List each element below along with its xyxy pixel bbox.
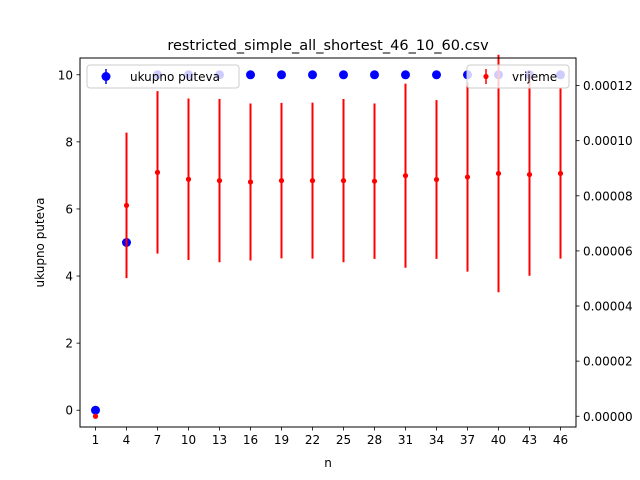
legend-right: vrijeme bbox=[466, 64, 570, 89]
y-tick-label-left: 2 bbox=[65, 337, 73, 351]
chart-title: restricted_simple_all_shortest_46_10_60.… bbox=[167, 38, 489, 54]
y-tick-label-left: 10 bbox=[58, 68, 73, 82]
series-1-point bbox=[370, 70, 379, 80]
series-2-point bbox=[526, 171, 533, 178]
legend-right-label: vrijeme bbox=[512, 70, 557, 84]
series-1-point bbox=[339, 70, 348, 80]
x-tick-label: 43 bbox=[522, 433, 537, 447]
x-tick-label: 10 bbox=[181, 433, 196, 447]
series-2-point bbox=[278, 178, 285, 184]
x-tick-label: 31 bbox=[398, 433, 413, 447]
legend-left-swatch bbox=[101, 72, 111, 81]
y-tick-label-right: 0.00010 bbox=[583, 134, 633, 148]
y-tick-label-left: 4 bbox=[65, 270, 73, 284]
legend-right-box bbox=[466, 64, 570, 89]
series-2-point bbox=[433, 176, 440, 183]
series-2-point bbox=[340, 178, 347, 184]
series-1-point bbox=[91, 405, 100, 415]
series-2-point bbox=[123, 202, 130, 209]
y-tick-label-right: 0.00002 bbox=[583, 355, 633, 369]
series-2-point bbox=[154, 169, 161, 175]
x-tick-label: 1 bbox=[92, 433, 100, 447]
x-tick-label: 34 bbox=[429, 433, 444, 447]
x-tick-label: 4 bbox=[123, 433, 131, 447]
legend-left: ukupno puteva bbox=[86, 64, 240, 89]
legend-left-label: ukupno puteva bbox=[130, 70, 220, 84]
x-tick-label: 28 bbox=[367, 433, 382, 447]
x-axis-label: n bbox=[324, 456, 332, 470]
series-1-point bbox=[277, 70, 286, 80]
x-tick-label: 16 bbox=[243, 433, 258, 447]
y-tick-label-right: 0.00000 bbox=[583, 410, 633, 424]
legends: ukupno puteva vrijeme bbox=[86, 64, 570, 89]
series-1-point bbox=[432, 70, 441, 80]
legend-right-swatch bbox=[483, 73, 489, 80]
plot-area bbox=[80, 58, 576, 427]
series-1-point bbox=[308, 70, 317, 80]
chart-axes: 1 4 7 10 13 16 19 22 25 28 31 34 37 40 43 4602468100.00… bbox=[58, 57, 633, 447]
x-tick-label: 7 bbox=[154, 433, 162, 447]
x-tick-label: 46 bbox=[553, 433, 568, 447]
y-tick-label-left: 0 bbox=[65, 404, 73, 418]
series-2-point bbox=[216, 178, 223, 184]
x-tick-label: 25 bbox=[336, 433, 351, 447]
series-2-point bbox=[557, 170, 564, 177]
series-1-point bbox=[401, 70, 410, 80]
x-tick-label: 19 bbox=[274, 433, 289, 447]
legend-left-box bbox=[86, 64, 240, 89]
series-2-point bbox=[402, 173, 409, 179]
x-tick-label: 37 bbox=[460, 433, 475, 447]
x-tick-label: 13 bbox=[212, 433, 227, 447]
series-2-point bbox=[185, 176, 192, 182]
series-2-point bbox=[309, 178, 316, 184]
series-2-point bbox=[92, 413, 99, 419]
series-2-point bbox=[464, 174, 471, 180]
series-2-point bbox=[247, 179, 254, 185]
series-2-point bbox=[495, 170, 502, 177]
series-2-point bbox=[371, 178, 378, 184]
series-1-point bbox=[246, 70, 255, 80]
y-tick-label-left: 8 bbox=[65, 135, 73, 149]
y-tick-label-right: 0.00012 bbox=[583, 79, 633, 93]
y-tick-label-right: 0.00008 bbox=[583, 189, 633, 203]
plot-frame bbox=[79, 57, 577, 428]
x-tick-label: 40 bbox=[491, 433, 506, 447]
y-tick-label-left: 6 bbox=[65, 202, 73, 216]
y-tick-label-right: 0.00004 bbox=[583, 300, 633, 314]
x-tick-label: 22 bbox=[305, 433, 320, 447]
y-tick-label-right: 0.00006 bbox=[583, 244, 633, 258]
y-axis-label-left: ukupno puteva bbox=[33, 198, 47, 288]
